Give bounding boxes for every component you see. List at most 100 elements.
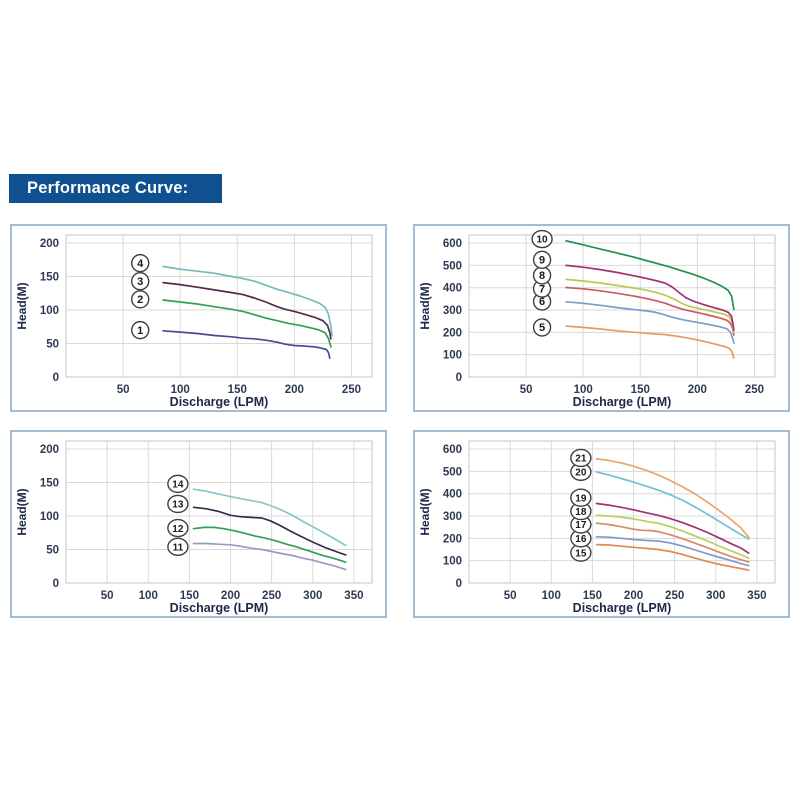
curve-14 bbox=[192, 488, 347, 547]
curve-5 bbox=[565, 325, 735, 359]
curve-2 bbox=[162, 299, 332, 348]
svg-text:400: 400 bbox=[443, 489, 462, 501]
axis-tick-labels: 50 100 150 200 250 300 350 0 50 100 150 200 bbox=[40, 444, 364, 602]
svg-text:14: 14 bbox=[172, 480, 184, 491]
svg-text:100: 100 bbox=[171, 384, 190, 396]
chart-panel-bottom-left: 50 100 150 200 250 300 350 0 50 100 150 200 Discharg… bbox=[10, 430, 387, 618]
svg-text:150: 150 bbox=[631, 384, 650, 396]
svg-text:20: 20 bbox=[575, 468, 587, 479]
curve-16 bbox=[595, 535, 750, 567]
svg-text:7: 7 bbox=[539, 283, 545, 295]
svg-text:250: 250 bbox=[665, 590, 684, 602]
curve-12 bbox=[192, 526, 347, 564]
x-axis-title: Discharge (LPM) bbox=[573, 601, 672, 615]
curve-label-8: 8 bbox=[532, 266, 552, 285]
svg-text:50: 50 bbox=[101, 590, 114, 602]
curve-label-11: 11 bbox=[167, 537, 189, 557]
svg-text:100: 100 bbox=[542, 590, 561, 602]
curve-label-9: 9 bbox=[532, 250, 552, 269]
svg-text:0: 0 bbox=[53, 372, 59, 384]
curve-4 bbox=[162, 265, 333, 337]
curve-21 bbox=[595, 458, 750, 539]
svg-text:250: 250 bbox=[262, 590, 281, 602]
curve-label-15: 15 bbox=[570, 543, 592, 562]
svg-text:4: 4 bbox=[137, 258, 144, 270]
svg-text:10: 10 bbox=[537, 235, 549, 246]
svg-text:6: 6 bbox=[539, 296, 545, 308]
svg-text:100: 100 bbox=[40, 305, 59, 317]
curve-20 bbox=[595, 471, 750, 541]
svg-text:350: 350 bbox=[344, 590, 363, 602]
svg-text:100: 100 bbox=[443, 350, 462, 362]
curve-8 bbox=[565, 278, 735, 334]
x-axis-title: Discharge (LPM) bbox=[573, 395, 672, 409]
svg-text:2: 2 bbox=[137, 294, 143, 306]
axis-tick-labels: 50 100 150 200 250 300 350 0 100 200 300 400 500 600 bbox=[443, 444, 767, 602]
curve-15 bbox=[595, 543, 750, 571]
svg-text:150: 150 bbox=[40, 478, 59, 490]
performance-chart-bottom-left: 50 100 150 200 250 300 350050100150200Discharg… bbox=[15, 440, 373, 615]
chart-grid bbox=[468, 234, 776, 378]
curve-label-4: 4 bbox=[131, 253, 150, 273]
svg-text:150: 150 bbox=[228, 384, 247, 396]
performance-chart-top-right: 50 100 150 200 250 0 100 200 300 400 500 600 Dischar… bbox=[418, 229, 776, 409]
performance-chart-bottom-right: 50 100 150 200 250 300 350 0 100 200 300 400 500 600 D… bbox=[418, 440, 776, 615]
svg-text:600: 600 bbox=[443, 444, 462, 456]
svg-text:18: 18 bbox=[575, 507, 587, 518]
curve-number-labels: 15 16 17 18 19 20 21 bbox=[570, 448, 592, 562]
curve-label-17: 17 bbox=[570, 515, 592, 534]
curve-series bbox=[595, 458, 750, 571]
svg-text:12: 12 bbox=[172, 524, 184, 535]
curve-6 bbox=[565, 300, 735, 344]
chart-grid bbox=[65, 234, 373, 378]
chart-panel-top-right: 50 100 150 200 250 0 100 200 300 400 500 600 Dischar… bbox=[413, 224, 790, 412]
svg-text:5: 5 bbox=[539, 322, 545, 334]
curve-number-labels: 1 2 3 4 bbox=[131, 253, 150, 340]
x-axis-title: Discharge (LPM) bbox=[170, 395, 269, 409]
svg-text:300: 300 bbox=[303, 590, 322, 602]
x-axis-title: Discharge (LPM) bbox=[170, 601, 269, 615]
svg-text:200: 200 bbox=[40, 444, 59, 456]
svg-text:9: 9 bbox=[539, 254, 545, 266]
curve-number-labels: 5 678 9 10 bbox=[531, 229, 553, 337]
curve-series bbox=[565, 239, 735, 359]
svg-text:3: 3 bbox=[137, 276, 143, 288]
svg-text:50: 50 bbox=[46, 545, 59, 557]
svg-text:200: 200 bbox=[688, 384, 707, 396]
svg-text:500: 500 bbox=[443, 466, 462, 478]
svg-text:100: 100 bbox=[443, 556, 462, 568]
svg-text:250: 250 bbox=[342, 384, 361, 396]
svg-text:50: 50 bbox=[46, 339, 59, 351]
y-axis-title: Head(M) bbox=[418, 488, 432, 535]
svg-text:600: 600 bbox=[443, 238, 462, 250]
curve-label-10: 10 bbox=[531, 229, 553, 249]
curve-label-2: 2 bbox=[131, 290, 150, 309]
svg-text:150: 150 bbox=[583, 590, 602, 602]
curve-label-21: 21 bbox=[570, 448, 592, 468]
curve-label-1: 1 bbox=[131, 320, 150, 340]
svg-text:300: 300 bbox=[706, 590, 725, 602]
curve-label-13: 13 bbox=[167, 494, 189, 514]
svg-text:15: 15 bbox=[575, 548, 587, 559]
curve-19 bbox=[595, 502, 750, 554]
curve-label-3: 3 bbox=[131, 272, 150, 291]
curve-1 bbox=[162, 329, 331, 360]
curve-10 bbox=[565, 239, 735, 311]
svg-text:16: 16 bbox=[575, 534, 587, 545]
svg-text:200: 200 bbox=[285, 384, 304, 396]
svg-text:200: 200 bbox=[624, 590, 643, 602]
svg-text:100: 100 bbox=[139, 590, 158, 602]
svg-text:21: 21 bbox=[575, 454, 587, 465]
svg-text:350: 350 bbox=[747, 590, 766, 602]
svg-text:300: 300 bbox=[443, 511, 462, 523]
svg-text:400: 400 bbox=[443, 283, 462, 295]
svg-text:500: 500 bbox=[443, 260, 462, 272]
curve-18 bbox=[595, 514, 750, 560]
svg-text:1: 1 bbox=[137, 325, 143, 337]
curve-9 bbox=[565, 264, 735, 331]
svg-text:0: 0 bbox=[456, 372, 462, 384]
svg-text:13: 13 bbox=[172, 500, 184, 511]
y-axis-title: Head(M) bbox=[418, 282, 432, 329]
svg-text:50: 50 bbox=[117, 384, 130, 396]
